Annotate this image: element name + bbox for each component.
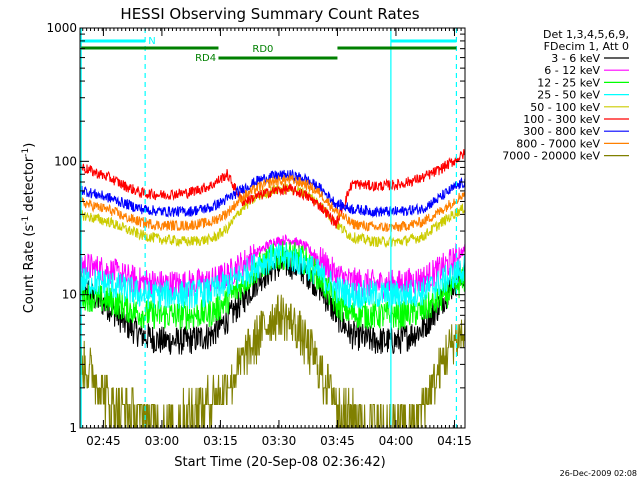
series-line	[79, 149, 466, 229]
x-tick-label: 03:15	[203, 434, 238, 448]
x-tick-label: 03:30	[262, 434, 297, 448]
legend-header-line: Det 1,3,4,5,6,9,	[543, 28, 629, 41]
x-tick-label: 03:00	[145, 434, 180, 448]
plot-frame	[79, 27, 466, 429]
y-axis-ticks: 1 10 100 1000	[46, 21, 465, 435]
x-tick-label: 02:45	[86, 434, 121, 448]
annotation-layer: N RD0 RD4	[80, 28, 458, 428]
legend-entry-label: 25 - 50 keV	[537, 89, 600, 102]
x-axis-label: Start Time (20-Sep-08 02:36:42)	[174, 455, 385, 470]
chart-title: HESSI Observing Summary Count Rates	[120, 5, 419, 23]
x-tick-label: 04:00	[379, 434, 414, 448]
legend-entry-label: 300 - 800 keV	[523, 125, 600, 138]
x-axis-ticks: 02:45 03:00 03:15 03:30 03:45 04:00 04:15	[82, 28, 472, 448]
series-line	[79, 181, 466, 249]
legend-entry-label: 50 - 100 keV	[530, 101, 600, 114]
legend-entry-label: 12 - 25 keV	[537, 76, 600, 89]
y-tick-label: 10	[62, 288, 77, 302]
legend-entry-label: 100 - 300 keV	[523, 113, 600, 126]
x-tick-label: 04:15	[437, 434, 472, 448]
legend: Det 1,3,4,5,6,9,FDecim 1, Att 03 - 6 keV…	[502, 28, 629, 163]
rd4-label: RD4	[195, 53, 216, 64]
legend-entry-label: 7000 - 20000 keV	[502, 150, 600, 163]
y-axis-label: Count Rate (s-1 detector-1)	[21, 143, 37, 314]
legend-entry-label: 3 - 6 keV	[551, 52, 600, 65]
y-tick-label: 1000	[46, 21, 77, 35]
series-line	[79, 242, 466, 310]
timestamp: 26-Dec-2009 02:08	[560, 469, 637, 478]
series-layer	[79, 149, 466, 429]
legend-header-line: FDecim 1, Att 0	[544, 40, 629, 53]
x-tick-label: 03:45	[320, 434, 355, 448]
legend-entry-label: 6 - 12 keV	[544, 64, 600, 77]
legend-entry-label: 800 - 7000 keV	[516, 137, 600, 150]
series-line	[79, 174, 466, 232]
series-line	[79, 168, 466, 218]
night-label: N	[148, 36, 155, 47]
y-tick-label: 1	[69, 421, 77, 435]
rd0-label: RD0	[252, 44, 273, 55]
y-tick-label: 100	[54, 154, 77, 168]
